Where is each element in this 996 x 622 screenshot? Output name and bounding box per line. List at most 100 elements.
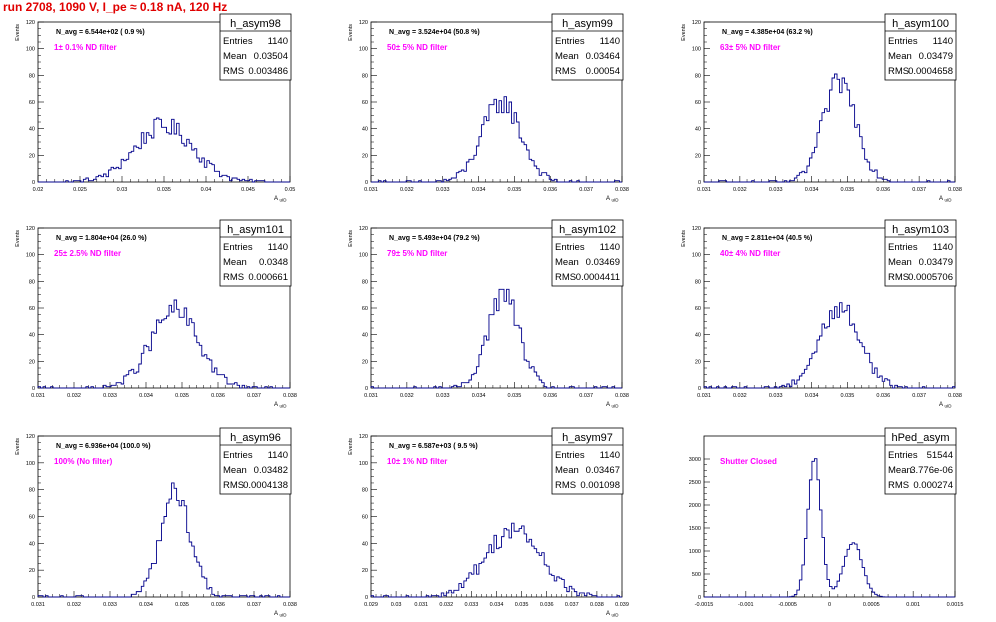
x-tick-label: 0.036 — [211, 393, 225, 399]
x-tick-label: 0.031 — [364, 393, 378, 399]
x-tick-label: 0.035 — [157, 187, 171, 193]
x-tick-label: 0.037 — [579, 187, 593, 193]
x-tick-label: 0.035 — [841, 393, 855, 399]
x-tick-label: 0.036 — [211, 602, 225, 608]
x-tick-label: 0.032 — [733, 187, 747, 193]
x-tick-label: 0.035 — [515, 602, 529, 608]
y-axis-title: Events — [348, 230, 354, 247]
y-tick-label: 0 — [32, 386, 35, 392]
stats-label-rms: RMS — [888, 480, 909, 491]
y-tick-label: 80 — [362, 488, 368, 494]
stats-value-mean: 0.0348 — [259, 257, 288, 268]
y-tick-label: 40 — [29, 541, 35, 547]
x-tick-label: 0.032 — [733, 393, 747, 399]
histogram-panel-h_asym96: 0 20 40 60 80 100 120 0.031 0.032 0.033 0.034 0.035… — [15, 427, 297, 618]
y-tick-label: 120 — [359, 20, 368, 26]
stats-label-entries: Entries — [555, 242, 585, 253]
y-tick-label: 0 — [698, 595, 701, 601]
y-axis-title: Events — [348, 438, 354, 455]
x-tick-label: 0.037 — [912, 393, 926, 399]
x-tick-label: -0.0005 — [778, 602, 797, 608]
histogram-panel-h_asym98: 0 20 40 60 80 100 120 0.02 0.025 0.03 0.035 0.04 0.0… — [15, 13, 296, 203]
stats-value-rms: 0.000274 — [913, 480, 953, 491]
y-axis-title: Events — [15, 230, 21, 247]
stats-box — [219, 13, 292, 81]
y-tick-label: 100 — [692, 47, 701, 53]
stats-box — [551, 219, 624, 287]
navg-label: N_avg = 2.811e+04 (40.5 %) — [722, 235, 812, 242]
y-tick-label: 500 — [692, 572, 701, 578]
x-tick-label: 0.036 — [876, 393, 890, 399]
y-axis-title: Events — [681, 230, 687, 247]
x-tick-label: 0.04 — [201, 187, 212, 193]
histogram-panel-h_asym102: 0 20 40 60 80 100 120 0.031 0.032 0.033 0.034 0.035… — [348, 219, 629, 409]
y-axis-title: Events — [681, 24, 687, 41]
y-tick-label: 40 — [29, 333, 35, 339]
filter-note: 25± 2.5% ND filter — [54, 249, 121, 258]
stats-value-entries: 51544 — [927, 450, 953, 461]
y-tick-label: 80 — [29, 73, 35, 79]
navg-label: N_avg = 1.804e+04 (26.0 %) — [56, 235, 147, 242]
y-tick-label: 100 — [26, 47, 35, 53]
y-tick-label: 0 — [365, 180, 368, 186]
filter-note: 10± 1% ND filter — [387, 457, 447, 466]
y-axis-title: Events — [15, 24, 21, 41]
y-tick-label: 0 — [32, 180, 35, 186]
histogram-name: h_asym102 — [559, 224, 616, 236]
y-axis-title: Events — [15, 438, 21, 455]
filter-note: 1± 0.1% ND filter — [54, 43, 117, 52]
stats-value-entries: 1140 — [600, 242, 620, 253]
y-tick-label: 2000 — [689, 503, 701, 509]
stats-label-rms: RMS — [888, 272, 909, 283]
stats-value-rms: 0.000661 — [248, 272, 288, 283]
stats-label-rms: RMS — [555, 480, 576, 491]
x-tick-label: 0.038 — [283, 393, 297, 399]
y-tick-label: 60 — [362, 515, 368, 521]
histogram-name: h_asym98 — [230, 18, 281, 30]
stats-value-mean: 0.03467 — [586, 465, 620, 476]
stats-box — [884, 219, 957, 287]
x-tick-label: 0.031 — [697, 393, 711, 399]
x-tick-label: 0 — [828, 602, 831, 608]
stats-label-entries: Entries — [223, 450, 253, 461]
y-tick-label: 120 — [26, 226, 35, 232]
x-tick-label: 0.031 — [414, 602, 428, 608]
histogram-line — [370, 522, 622, 598]
x-tick-label: 0.038 — [948, 187, 962, 193]
x-tick-label: 0.034 — [805, 187, 819, 193]
stats-value-mean: 3.776e-06 — [910, 465, 953, 476]
x-tick-label: 0.035 — [175, 393, 189, 399]
stats-label-mean: Mean — [888, 465, 912, 476]
histogram-name: h_asym97 — [562, 432, 613, 444]
stats-value-rms: 0.001098 — [580, 480, 620, 491]
y-tick-label: 80 — [29, 279, 35, 285]
x-tick-label: 0.05 — [285, 187, 296, 193]
y-tick-label: 60 — [29, 515, 35, 521]
x-tick-label: 0.034 — [472, 187, 486, 193]
stats-label-entries: Entries — [223, 36, 253, 47]
x-tick-label: 0.032 — [67, 602, 81, 608]
histogram-line — [37, 299, 290, 389]
stats-value-mean: 0.03479 — [919, 51, 953, 62]
stats-value-rms: 0.00054 — [586, 66, 620, 77]
y-tick-label: 0 — [32, 595, 35, 601]
y-tick-label: 20 — [362, 359, 368, 365]
x-tick-label: 0.034 — [139, 602, 153, 608]
x-tick-label: 0.038 — [615, 187, 629, 193]
x-tick-label: 0.034 — [472, 393, 486, 399]
histogram-name: hPed_asym — [891, 432, 949, 444]
stats-label-rms: RMS — [223, 66, 244, 77]
x-tick-label: 0.035 — [175, 602, 189, 608]
y-tick-label: 100 — [692, 253, 701, 259]
x-tick-label: 0.036 — [540, 602, 554, 608]
stats-label-entries: Entries — [555, 36, 585, 47]
x-tick-label: 0.036 — [876, 187, 890, 193]
histogram-panel-h_asym97: 0 20 40 60 80 100 120 0.029 0.03 0.031 0.032 0.033 0… — [348, 427, 629, 618]
navg-label: N_avg = 5.493e+04 (79.2 %) — [389, 235, 480, 242]
stats-label-rms: RMS — [888, 66, 909, 77]
x-tick-label: 0.038 — [283, 602, 297, 608]
navg-label: N_avg = 6.544e+02 ( 0.9 %) — [56, 29, 145, 36]
y-tick-label: 0 — [698, 180, 701, 186]
